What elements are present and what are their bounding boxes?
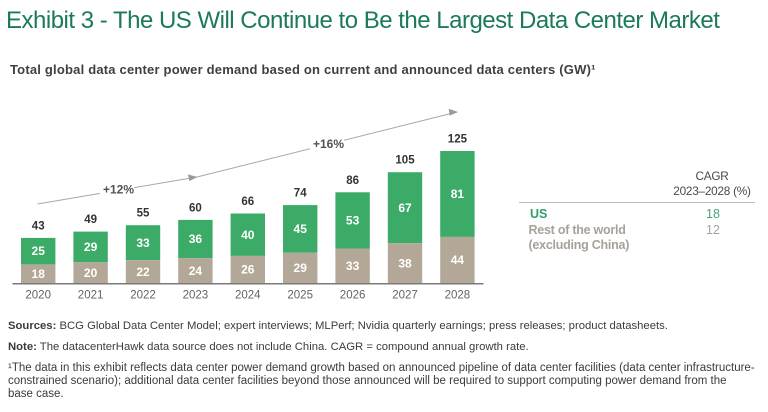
svg-text:2020: 2020 xyxy=(25,290,51,302)
svg-text:2021: 2021 xyxy=(78,290,104,302)
svg-text:67: 67 xyxy=(398,201,412,215)
svg-text:26: 26 xyxy=(241,263,255,277)
svg-text:74: 74 xyxy=(294,188,307,200)
svg-text:125: 125 xyxy=(448,134,468,146)
svg-text:22: 22 xyxy=(136,265,150,279)
svg-text:2022: 2022 xyxy=(130,290,156,302)
svg-text:55: 55 xyxy=(137,208,150,220)
svg-text:33: 33 xyxy=(346,259,360,273)
svg-text:2028: 2028 xyxy=(445,290,471,302)
svg-text:2023: 2023 xyxy=(183,290,209,302)
svg-text:45: 45 xyxy=(294,222,308,236)
svg-text:18: 18 xyxy=(32,267,46,281)
svg-text:2025: 2025 xyxy=(287,290,313,302)
svg-text:29: 29 xyxy=(294,261,308,275)
svg-text:+16%: +16% xyxy=(313,137,344,151)
svg-text:+12%: +12% xyxy=(103,183,134,197)
svg-text:49: 49 xyxy=(84,214,97,226)
svg-text:33: 33 xyxy=(136,236,150,250)
svg-text:66: 66 xyxy=(241,196,254,208)
svg-text:29: 29 xyxy=(84,240,98,254)
svg-text:60: 60 xyxy=(189,202,202,214)
svg-text:86: 86 xyxy=(346,175,359,187)
svg-text:105: 105 xyxy=(395,155,415,167)
svg-text:53: 53 xyxy=(346,214,360,228)
svg-text:43: 43 xyxy=(32,220,45,232)
svg-text:36: 36 xyxy=(189,232,203,246)
svg-text:24: 24 xyxy=(189,264,203,278)
svg-text:44: 44 xyxy=(451,253,465,267)
svg-text:40: 40 xyxy=(241,228,255,242)
svg-text:2026: 2026 xyxy=(340,290,366,302)
svg-text:2027: 2027 xyxy=(392,290,418,302)
svg-text:2024: 2024 xyxy=(235,290,261,302)
svg-text:81: 81 xyxy=(451,187,465,201)
svg-text:38: 38 xyxy=(398,256,412,270)
svg-text:25: 25 xyxy=(32,244,46,258)
svg-text:20: 20 xyxy=(84,266,98,280)
